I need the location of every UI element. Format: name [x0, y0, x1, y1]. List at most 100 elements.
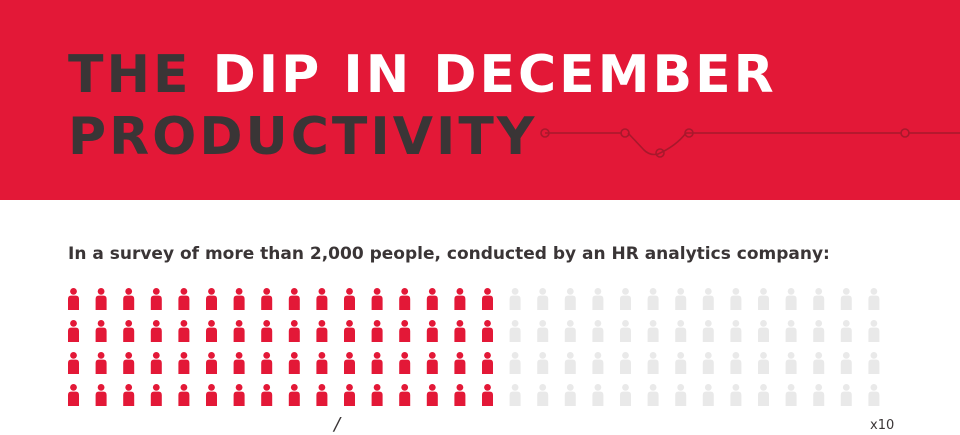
person-icon: [564, 320, 576, 342]
person-icon: [68, 320, 79, 342]
person-icon: [509, 288, 521, 310]
person-icon: [813, 288, 825, 310]
person-icon: [675, 384, 687, 406]
person-icon: [206, 384, 217, 406]
person-icon: [399, 384, 411, 406]
person-icon: [620, 320, 631, 342]
survey-caption: In a survey of more than 2,000 people, c…: [68, 244, 830, 264]
handwritten-mark: /: [334, 414, 341, 435]
person-icon: [178, 320, 190, 342]
person-icon: [702, 384, 714, 406]
person-icon: [95, 352, 107, 374]
person-icon: [592, 288, 604, 310]
person-icon: [620, 384, 631, 406]
person-icon: [344, 320, 355, 342]
person-icon: [840, 288, 852, 310]
person-icon: [316, 320, 328, 342]
person-icon: [178, 352, 190, 374]
person-icon: [206, 320, 217, 342]
page-title: THE DIP IN DECEMBER PRODUCTIVITY: [68, 44, 777, 168]
person-icon: [288, 288, 300, 310]
person-icon: [233, 320, 245, 342]
person-icon: [840, 384, 852, 406]
title-part-the: THE: [68, 45, 213, 105]
person-icon: [537, 320, 549, 342]
person-icon: [261, 352, 273, 374]
person-icon: [730, 384, 742, 406]
person-icon: [868, 352, 880, 374]
person-icon: [785, 288, 797, 310]
person-icon: [702, 288, 714, 310]
person-icon: [758, 288, 769, 310]
person-icon: [454, 288, 466, 310]
person-icon: [371, 352, 383, 374]
person-icon: [813, 320, 825, 342]
person-icon: [316, 288, 328, 310]
person-icon: [344, 288, 355, 310]
person-icon: [233, 288, 245, 310]
title-part-productivity: PRODUCTIVITY: [68, 107, 538, 167]
person-icon: [95, 384, 107, 406]
person-icon: [592, 384, 604, 406]
person-icon: [675, 320, 687, 342]
person-icon: [95, 288, 107, 310]
person-icon: [785, 384, 797, 406]
person-icon: [482, 320, 493, 342]
person-icon: [592, 320, 604, 342]
person-icon: [288, 352, 300, 374]
person-icon: [426, 320, 438, 342]
person-icon: [702, 352, 714, 374]
person-icon: [564, 288, 576, 310]
person-icon: [730, 288, 742, 310]
person-icon: [371, 384, 383, 406]
person-icon: [758, 384, 769, 406]
person-icon: [675, 352, 687, 374]
person-icon: [647, 384, 659, 406]
person-icon: [868, 384, 880, 406]
person-icon: [68, 288, 79, 310]
person-icon: [702, 320, 714, 342]
person-icon: [399, 352, 411, 374]
person-icon: [95, 320, 107, 342]
person-icon: [68, 352, 79, 374]
person-icon: [647, 352, 659, 374]
person-icon: [371, 288, 383, 310]
person-icon: [537, 352, 549, 374]
person-icon: [371, 320, 383, 342]
person-icon: [178, 288, 190, 310]
person-icon: [261, 384, 273, 406]
person-icon: [647, 288, 659, 310]
person-icon: [399, 288, 411, 310]
person-icon: [178, 384, 190, 406]
person-icon: [785, 352, 797, 374]
person-icon: [813, 384, 825, 406]
person-icon: [150, 384, 162, 406]
person-icon: [261, 320, 273, 342]
person-icon: [233, 352, 245, 374]
person-icon: [868, 320, 880, 342]
person-icon: [233, 384, 245, 406]
person-icon: [564, 384, 576, 406]
person-icon: [509, 352, 521, 374]
person-icon: [150, 288, 162, 310]
person-icon: [454, 320, 466, 342]
person-icon: [564, 352, 576, 374]
person-icon: [206, 288, 217, 310]
person-icon: [840, 352, 852, 374]
person-icon: [509, 320, 521, 342]
person-icon: [344, 352, 355, 374]
person-icon: [316, 352, 328, 374]
person-icon: [840, 320, 852, 342]
person-icon: [288, 384, 300, 406]
person-icon: [68, 384, 79, 406]
person-icon: [868, 288, 880, 310]
person-icon: [647, 320, 659, 342]
person-icon: [482, 288, 493, 310]
person-icon: [454, 384, 466, 406]
circuit-line-icon: [540, 128, 960, 158]
person-icon: [150, 352, 162, 374]
person-icon: [785, 320, 797, 342]
person-icon: [123, 384, 135, 406]
header-banner: THE DIP IN DECEMBER PRODUCTIVITY: [0, 0, 960, 200]
person-icon: [261, 288, 273, 310]
